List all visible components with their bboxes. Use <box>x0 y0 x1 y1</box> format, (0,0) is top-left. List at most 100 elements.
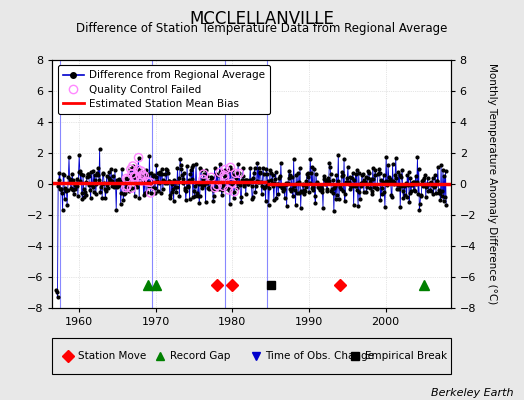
Point <box>83 171 92 178</box>
Point <box>145 152 154 159</box>
Point <box>333 177 342 184</box>
Y-axis label: Monthly Temperature Anomaly Difference (°C): Monthly Temperature Anomaly Difference (… <box>487 63 497 305</box>
Point <box>258 183 267 189</box>
Point <box>248 194 257 200</box>
Point <box>215 186 223 193</box>
Point <box>361 178 369 185</box>
Point <box>130 174 138 180</box>
Point <box>209 198 217 204</box>
Point <box>379 178 387 185</box>
Point <box>442 202 450 208</box>
Point <box>160 178 168 184</box>
Point <box>270 180 279 186</box>
Point <box>356 180 365 186</box>
Point <box>286 186 294 193</box>
Point <box>218 187 226 194</box>
Point <box>173 164 182 171</box>
Point <box>182 197 190 203</box>
Point <box>276 183 285 189</box>
Point <box>140 173 148 179</box>
Point <box>157 190 165 196</box>
Point <box>409 178 417 185</box>
Point <box>430 184 438 190</box>
Point <box>244 180 253 187</box>
Point <box>364 175 372 181</box>
Point <box>305 189 313 195</box>
Point <box>101 195 110 202</box>
Point <box>80 194 89 200</box>
Point <box>224 187 233 193</box>
Point <box>262 166 270 172</box>
Point <box>299 180 308 187</box>
Point <box>380 189 388 196</box>
Point <box>197 167 205 173</box>
Point <box>390 179 398 186</box>
Point <box>115 182 124 188</box>
Point <box>279 188 288 195</box>
Text: Berkeley Earth: Berkeley Earth <box>431 388 514 398</box>
Point <box>396 204 405 210</box>
Point <box>129 171 138 178</box>
Point <box>95 146 104 152</box>
Point <box>436 197 445 203</box>
Point <box>61 184 69 191</box>
Point <box>433 178 441 184</box>
Point <box>228 167 236 174</box>
Point <box>187 167 195 174</box>
Point <box>219 183 227 190</box>
Point <box>354 202 362 209</box>
Point <box>221 166 230 173</box>
Point <box>136 174 145 180</box>
Point <box>314 182 323 189</box>
Point <box>181 184 189 191</box>
Text: MCCLELLANVILLE: MCCLELLANVILLE <box>190 10 334 28</box>
Point <box>421 193 430 200</box>
Point <box>362 189 370 195</box>
Point <box>267 170 275 176</box>
Point <box>331 183 340 190</box>
Point <box>312 180 321 186</box>
Point <box>226 164 235 171</box>
Point <box>62 188 70 194</box>
Point <box>261 184 269 190</box>
Point <box>53 288 61 295</box>
Point <box>139 178 147 185</box>
Point <box>205 186 214 193</box>
Point <box>201 180 209 186</box>
Point <box>238 172 247 179</box>
Point <box>378 185 387 192</box>
Point <box>166 195 174 202</box>
Point <box>407 188 415 194</box>
Point <box>422 184 431 190</box>
Point <box>171 184 179 191</box>
Point <box>128 163 137 169</box>
Point <box>259 165 267 172</box>
Point <box>191 193 199 199</box>
Point <box>364 168 373 174</box>
Point <box>255 178 264 185</box>
Point <box>216 169 224 176</box>
Point <box>143 178 151 185</box>
Point <box>142 167 150 174</box>
Point <box>427 179 435 186</box>
Point <box>192 161 200 168</box>
Point <box>421 172 429 178</box>
Point <box>385 178 394 184</box>
Point <box>198 185 206 191</box>
Point <box>253 159 261 166</box>
Point <box>150 172 158 178</box>
Point <box>363 184 371 190</box>
Point <box>370 172 379 178</box>
Point <box>329 190 337 196</box>
Point <box>122 175 130 182</box>
Point <box>223 168 232 175</box>
Point <box>105 168 113 175</box>
Point <box>158 171 166 177</box>
Point <box>287 188 296 194</box>
Point <box>298 189 306 196</box>
Point <box>191 182 200 189</box>
Point <box>201 199 210 206</box>
Point <box>434 164 442 170</box>
Point <box>92 181 101 187</box>
Point <box>74 169 83 176</box>
